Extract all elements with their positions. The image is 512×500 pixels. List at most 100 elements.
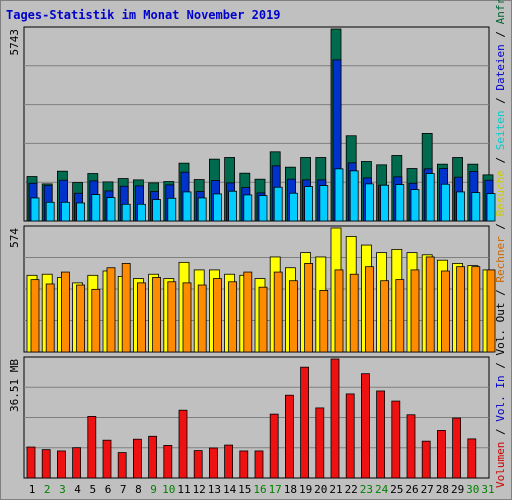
bar-volumen-day-24 xyxy=(376,390,386,479)
bar-rechner-day-14 xyxy=(228,281,238,353)
bar-rechner-day-6 xyxy=(106,267,116,353)
x-tick-label: 23 xyxy=(360,483,373,496)
legend-entry: / xyxy=(494,150,507,170)
bar-rechner-day-17 xyxy=(273,271,283,353)
bar-rechner-day-20 xyxy=(319,290,329,353)
x-tick-label: 14 xyxy=(223,483,237,496)
x-tick-label: 7 xyxy=(120,483,127,496)
bar-volumen-day-18 xyxy=(284,394,294,479)
bar-rechner-day-29 xyxy=(456,266,466,353)
bar-seiten-day-27 xyxy=(425,173,435,222)
bar-seiten-day-6 xyxy=(106,197,116,222)
panel-1: 5743 xyxy=(8,26,496,222)
bar-volumen-day-8 xyxy=(132,438,142,479)
bar-seiten-day-18 xyxy=(288,192,298,222)
bar-rechner-day-13 xyxy=(212,278,222,353)
bar-volumen-day-11 xyxy=(178,409,188,479)
bar-rechner-day-19 xyxy=(304,263,314,353)
x-tick-label: 15 xyxy=(238,483,251,496)
bar-seiten-day-5 xyxy=(91,194,101,222)
bar-seiten-day-3 xyxy=(61,201,70,222)
bar-rechner-day-3 xyxy=(61,271,70,353)
bar-seiten-day-31 xyxy=(486,193,496,222)
x-tick-label: 24 xyxy=(375,483,389,496)
bar-volumen-day-19 xyxy=(300,366,310,479)
bar-rechner-day-10 xyxy=(167,281,177,353)
bar-rechner-day-16 xyxy=(258,286,268,353)
bar-volumen-day-4 xyxy=(72,447,81,479)
x-tick-label: 18 xyxy=(284,483,297,496)
bar-rechner-day-23 xyxy=(364,266,374,353)
legend-entry: / xyxy=(494,283,507,303)
bar-rechner-day-18 xyxy=(288,280,298,353)
panel-2: 574 xyxy=(8,225,496,353)
right-legend: Volumen / Vol. In / Vol. Out / Rechner /… xyxy=(494,0,507,488)
bar-seiten-day-15 xyxy=(243,194,253,222)
bar-seiten-day-26 xyxy=(410,189,420,222)
bar-volumen-day-3 xyxy=(57,450,66,479)
bar-rechner-day-9 xyxy=(152,277,162,353)
bar-rechner-day-15 xyxy=(243,271,253,353)
bar-seiten-day-23 xyxy=(364,183,374,222)
bar-volumen-day-30 xyxy=(467,438,477,479)
y-max-label: 574 xyxy=(8,228,21,248)
bar-volumen-day-9 xyxy=(148,435,158,479)
bar-volumen-day-21 xyxy=(330,358,340,479)
legend-entry: Dateien xyxy=(494,44,507,90)
bar-rechner-day-2 xyxy=(45,283,55,353)
bar-rechner-day-28 xyxy=(440,270,450,353)
x-tick-label: 27 xyxy=(421,483,434,496)
legend-entry: Rechner xyxy=(494,236,507,283)
x-tick-label: 2 xyxy=(44,483,51,496)
bar-rechner-day-5 xyxy=(91,288,101,353)
bar-seiten-day-24 xyxy=(380,184,390,222)
x-tick-label: 3 xyxy=(59,483,66,496)
bar-rechner-day-4 xyxy=(76,284,85,353)
bar-rechner-day-26 xyxy=(410,269,420,353)
bar-rechner-day-21 xyxy=(334,269,344,353)
x-tick-label: 21 xyxy=(329,483,342,496)
bar-volumen-day-5 xyxy=(87,415,97,479)
y-max-label: 36.51 MB xyxy=(8,359,21,412)
y-max-label: 5743 xyxy=(8,29,21,56)
x-tick-label: 16 xyxy=(253,483,266,496)
legend-entry: Besuche xyxy=(494,170,507,216)
bar-seiten-day-4 xyxy=(76,202,85,222)
bar-volumen-day-22 xyxy=(345,393,355,479)
bar-volumen-day-7 xyxy=(117,452,127,479)
bar-seiten-day-2 xyxy=(45,201,55,222)
x-tick-label: 30 xyxy=(466,483,479,496)
bar-seiten-day-1 xyxy=(30,197,40,222)
legend-entry: Seiten xyxy=(494,110,507,150)
bar-volumen-day-15 xyxy=(239,450,249,479)
bar-volumen-day-20 xyxy=(315,407,325,479)
x-tick-label: 9 xyxy=(150,483,157,496)
x-tick-label: 6 xyxy=(105,483,112,496)
legend-entry: / xyxy=(494,24,507,44)
legend-entry: / xyxy=(494,422,507,442)
bar-volumen-day-2 xyxy=(41,449,51,479)
bar-seiten-day-11 xyxy=(182,191,192,222)
bar-seiten-day-9 xyxy=(152,199,162,222)
panel-3: 36.51 MB xyxy=(8,356,490,479)
bar-volumen-day-23 xyxy=(360,373,370,479)
x-tick-label: 11 xyxy=(177,483,190,496)
x-tick-label: 13 xyxy=(208,483,221,496)
bar-volumen-day-29 xyxy=(452,417,462,479)
x-tick-label: 17 xyxy=(269,483,282,496)
bar-seiten-day-20 xyxy=(319,185,329,222)
x-tick-label: 12 xyxy=(193,483,206,496)
bar-volumen-day-1 xyxy=(26,446,36,479)
bar-volumen-day-26 xyxy=(406,414,416,479)
bar-volumen-day-25 xyxy=(391,400,401,479)
bar-seiten-day-13 xyxy=(212,193,222,222)
bar-seiten-day-8 xyxy=(136,203,146,222)
bar-rechner-day-27 xyxy=(425,256,435,353)
x-tick-label: 26 xyxy=(405,483,418,496)
bar-rechner-day-8 xyxy=(136,282,146,353)
legend-entry: Anfragen xyxy=(494,0,507,24)
bar-rechner-day-25 xyxy=(395,279,405,353)
legend-entry: Vol. In xyxy=(494,375,507,421)
legend-entry: Volumen xyxy=(494,442,507,488)
